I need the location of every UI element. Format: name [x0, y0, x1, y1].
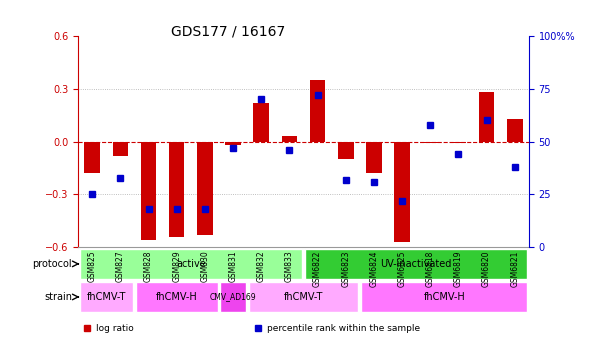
Bar [394, 141, 410, 242]
Text: GSM6821: GSM6821 [510, 251, 519, 287]
Bar [112, 141, 128, 156]
Text: GDS177 / 16167: GDS177 / 16167 [171, 25, 285, 39]
Bar [197, 141, 213, 235]
Text: GSM6823: GSM6823 [341, 251, 350, 287]
Text: fhCMV-H: fhCMV-H [156, 292, 198, 302]
Text: GSM6818: GSM6818 [426, 251, 435, 287]
Bar [451, 141, 466, 143]
Bar [282, 136, 297, 141]
Text: fhCMV-T: fhCMV-T [87, 292, 126, 302]
Text: CMV_AD169: CMV_AD169 [210, 292, 257, 301]
Bar [225, 141, 241, 145]
Text: GSM827: GSM827 [116, 251, 125, 282]
Text: GSM6822: GSM6822 [313, 251, 322, 287]
Bar [249, 282, 358, 312]
Bar [361, 282, 528, 312]
Bar [338, 141, 353, 159]
Text: fhCMV-H: fhCMV-H [424, 292, 465, 302]
Text: GSM828: GSM828 [144, 251, 153, 282]
Bar [169, 141, 185, 237]
Text: strain: strain [44, 292, 72, 302]
Bar [305, 249, 528, 279]
Text: GSM831: GSM831 [228, 251, 237, 282]
Text: GSM6820: GSM6820 [482, 251, 491, 287]
Text: GSM6825: GSM6825 [398, 251, 407, 287]
Bar [507, 119, 522, 141]
Bar [136, 282, 218, 312]
Bar [79, 249, 302, 279]
Bar [254, 103, 269, 141]
Bar [423, 141, 438, 143]
Text: GSM6819: GSM6819 [454, 251, 463, 287]
Text: active: active [176, 259, 206, 269]
Bar [366, 141, 382, 173]
Text: GSM6824: GSM6824 [370, 251, 379, 287]
Text: GSM832: GSM832 [257, 251, 266, 282]
Bar [479, 92, 495, 141]
Text: GSM833: GSM833 [285, 251, 294, 282]
Bar [79, 282, 133, 312]
Bar [141, 141, 156, 240]
Bar [221, 282, 246, 312]
Text: GSM829: GSM829 [172, 251, 182, 282]
Text: log ratio: log ratio [96, 323, 134, 332]
Text: fhCMV-T: fhCMV-T [284, 292, 323, 302]
Text: GSM830: GSM830 [200, 251, 209, 282]
Bar [85, 141, 100, 173]
Text: GSM825: GSM825 [88, 251, 97, 282]
Text: protocol: protocol [32, 259, 72, 269]
Text: percentile rank within the sample: percentile rank within the sample [267, 323, 421, 332]
Text: UV-inactivated: UV-inactivated [380, 259, 452, 269]
Bar [310, 80, 325, 141]
